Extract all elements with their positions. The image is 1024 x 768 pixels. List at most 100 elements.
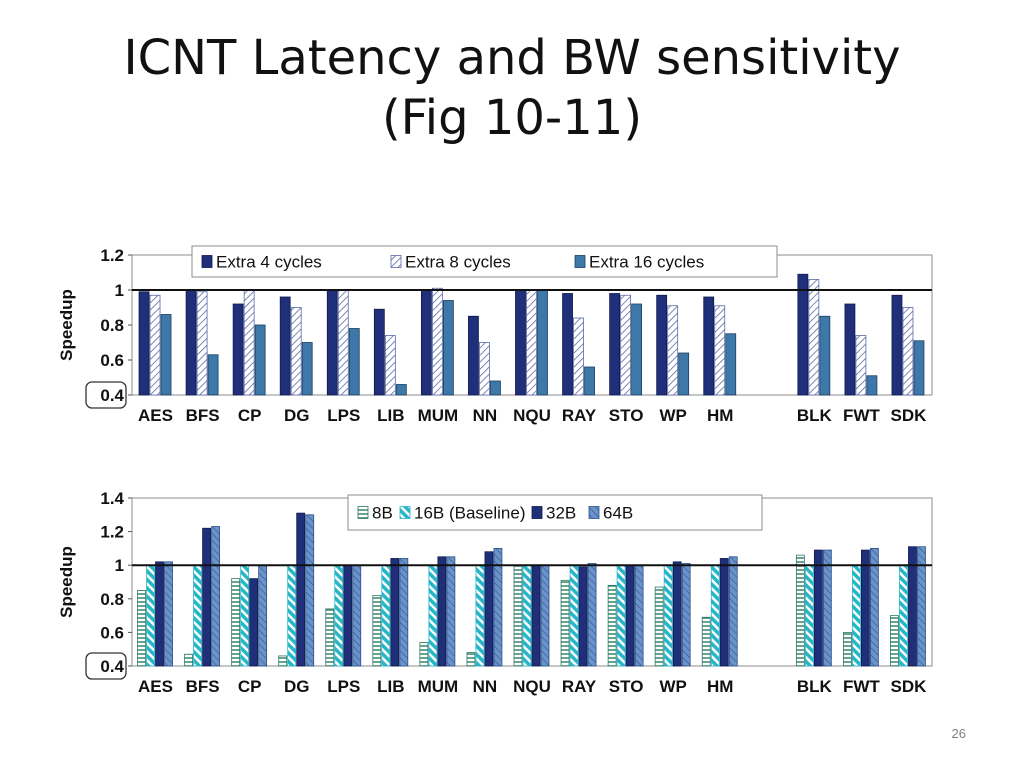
x-tick-label: LPS [327,677,360,696]
x-tick-label: BFS [186,677,220,696]
bar-dg-series-3 [296,512,306,667]
legend-swatch [531,506,543,519]
bar-cp-series-1 [232,303,244,396]
bar-dg-series-4 [305,514,315,667]
bar-lib-series-3 [390,558,400,667]
x-tick-label: DG [284,677,310,696]
x-tick-label: SDK [891,406,928,425]
bar-ray-series-1 [560,579,570,667]
y-tick-label: 1 [115,281,124,300]
bar-wp-series-2 [667,305,679,396]
x-tick-label: BLK [797,406,833,425]
y-tick-label: 1.4 [100,489,124,508]
bar-sto-series-2 [616,564,626,667]
bar-nqu-series-3 [531,564,541,667]
bandwidth-sensitivity-chart: 1.4 1.2 1 0.8 0.6 0.4 Speedup AES BFS CP DG LPS LIB M… [57,489,933,696]
bar-ray-series-3 [584,366,595,396]
y-axis-label: Speedup [57,546,76,618]
bar-wp-series-3 [672,561,682,667]
slide-number: 26 [951,726,966,741]
x-tick-label: DG [284,406,310,425]
legend-swatch [399,506,411,519]
x-tick-label: HM [707,406,733,425]
bar-mum-series-2 [428,564,438,667]
bar-fwt-series-3 [866,375,878,396]
x-tick-label: AES [138,406,173,425]
bar-ray-series-2 [569,564,579,667]
legend-swatch [390,255,402,268]
y-tick-label: 1.2 [100,246,124,265]
bar-mum-series-2 [431,287,443,396]
bar-bfs-series-3 [202,527,211,667]
bar-lps-series-1 [326,289,338,396]
x-tick-label: RAY [562,677,597,696]
y-tick-label: 1 [115,556,124,575]
bar-sto-series-4 [634,564,644,667]
bar-cp-series-4 [258,564,268,667]
bar-hm-series-1 [701,616,711,667]
legend: Extra 4 cycles Extra 8 cycles Extra 16 cyc… [191,245,778,278]
x-tick-label: HM [707,677,733,696]
legend: 8B 16B (Baseline) 32B 64B [347,494,763,531]
x-tick-label: FWT [843,677,880,696]
legend-swatch [588,506,600,519]
bar-lib-series-2 [384,335,396,396]
bar-lib-series-1 [373,308,385,396]
bar-cp-series-2 [243,289,255,396]
bar-lps-series-1 [325,608,335,667]
bar-blk-series-4 [822,549,832,667]
x-tick-label: STO [609,677,644,696]
bar-nn-series-3 [490,380,501,396]
bar-fwt-series-2 [855,335,867,396]
bar-mum-series-1 [419,642,429,667]
slide-title: ICNT Latency and BW sensitivity (Fig 10-… [0,28,1024,148]
bar-sdk-series-3 [908,546,917,667]
legend-label: 64B [603,504,633,523]
legend-label: Extra 4 cycles [216,253,322,272]
title-line-1: ICNT Latency and BW sensitivity [123,30,901,86]
bar-sto-series-1 [607,584,617,667]
bar-mum-series-1 [420,289,432,396]
y-tick-label: 0.4 [100,657,124,676]
bar-lps-series-4 [352,564,362,667]
bar-mum-series-3 [437,556,447,667]
x-tick-label: WP [659,677,686,696]
legend-swatch [574,255,586,268]
x-tick-label: CP [238,406,262,425]
bar-cp-series-1 [231,578,241,667]
bar-wp-series-1 [654,586,664,667]
x-tick-label: MUM [418,677,459,696]
bar-sdk-series-1 [891,294,903,396]
bar-nn-series-2 [479,342,490,396]
bar-nn-series-2 [475,564,485,667]
bar-sto-series-3 [625,564,635,667]
bar-mum-series-3 [442,300,454,396]
bar-sdk-series-4 [917,546,926,667]
x-tick-label: BFS [186,406,220,425]
bar-lib-series-1 [372,595,382,667]
bar-lps-series-2 [337,289,349,396]
bar-blk-series-2 [804,564,814,667]
bar-hm-series-3 [719,558,729,667]
bar-fwt-series-1 [844,303,856,396]
x-tick-label: CP [238,677,262,696]
bar-fwt-series-1 [843,631,852,667]
bar-blk-series-3 [819,315,831,396]
bar-aes-series-4 [164,561,173,667]
bar-blk-series-1 [795,554,805,667]
bar-aes-series-2 [149,294,161,396]
bar-lps-series-3 [343,564,353,667]
y-min-highlight-box [85,381,127,409]
bar-nqu-series-3 [537,289,548,396]
bar-dg-series-2 [287,564,297,667]
x-tick-label: NN [473,677,498,696]
bar-fwt-series-2 [852,564,861,667]
bar-lib-series-4 [399,558,409,667]
bar-nn-series-1 [466,652,476,667]
bar-fwt-series-4 [870,548,879,667]
bar-bfs-series-4 [211,526,220,667]
bar-nqu-series-2 [526,289,537,396]
bar-dg-series-1 [278,655,288,667]
y-tick-label: 0.4 [100,386,124,405]
bar-bfs-series-2 [193,564,202,667]
